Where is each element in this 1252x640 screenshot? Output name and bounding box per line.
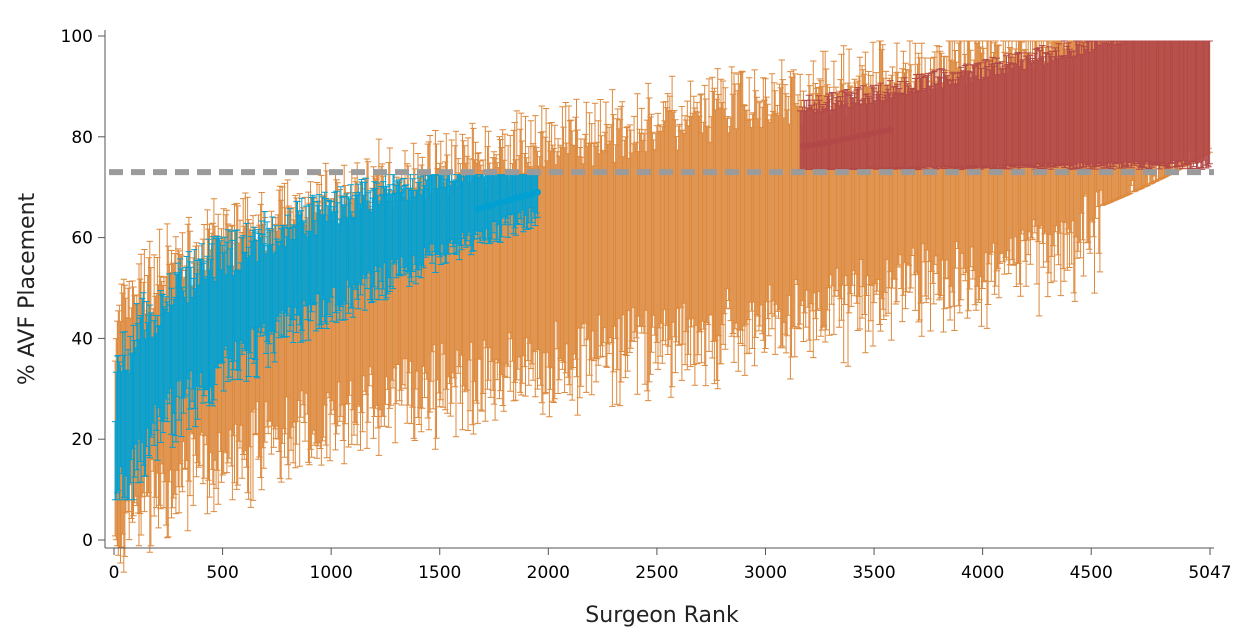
y-tick-label: 40 [71, 329, 93, 349]
estimate-point [832, 137, 840, 145]
estimate-point [490, 201, 498, 208]
estimate-point [865, 130, 872, 138]
estimate-point [810, 141, 818, 149]
estimate-point [805, 142, 813, 150]
estimate-point [876, 128, 883, 136]
y-ticks: 0 20 40 60 80 100 [61, 27, 105, 551]
estimate-point [881, 127, 889, 135]
estimate-point [479, 204, 487, 212]
estimate-point [838, 136, 845, 144]
estimate-point [821, 139, 829, 147]
estimate-point [843, 135, 851, 143]
estimate-point [534, 188, 541, 196]
estimate-point [528, 190, 536, 198]
series-red-error-bars [797, 40, 1213, 171]
estimate-point [816, 140, 824, 148]
axes: 0 20 40 60 80 100 0 500 1000 1500 2000 2500 3000 350… [61, 27, 1232, 583]
x-tick-label: 4500 [1070, 563, 1113, 583]
y-tick-label: 20 [71, 430, 93, 450]
y-tick-label: 80 [71, 128, 93, 148]
estimate-point [517, 193, 525, 201]
x-tick-label: 3500 [852, 563, 895, 583]
x-tick-label: 1000 [310, 563, 353, 583]
x-tick-label: 3000 [744, 563, 787, 583]
estimate-point [501, 197, 509, 205]
estimate-point [886, 126, 894, 134]
y-tick-label: 0 [82, 531, 93, 551]
estimate-point [512, 194, 520, 202]
series-blue-error-bars [111, 174, 541, 501]
estimate-point [854, 133, 862, 140]
estimate-point [523, 191, 530, 199]
x-tick-label: 2500 [635, 563, 678, 583]
estimate-point [474, 205, 482, 213]
x-axis-title: Surgeon Rank [585, 603, 739, 628]
x-tick-label: 5047 [1188, 563, 1231, 583]
estimate-point [859, 131, 867, 139]
x-ticks: 0 500 1000 1500 2000 2500 3000 3500 4000 4500 5047 [109, 548, 1232, 583]
estimate-point [496, 199, 503, 207]
estimate-point [848, 134, 856, 141]
x-tick-label: 500 [206, 563, 238, 583]
x-tick-label: 1500 [418, 563, 461, 583]
x-tick-label: 2000 [527, 563, 570, 583]
estimate-point [485, 202, 492, 210]
y-axis-title: % AVF Placement [15, 192, 40, 385]
estimate-point [506, 196, 514, 204]
estimate-point [827, 138, 834, 146]
estimate-point [800, 143, 807, 150]
y-tick-label: 100 [61, 27, 93, 47]
x-tick-label: 4000 [961, 563, 1004, 583]
x-tick-label: 0 [109, 563, 120, 583]
y-tick-label: 60 [71, 229, 93, 249]
estimate-point [870, 129, 878, 137]
